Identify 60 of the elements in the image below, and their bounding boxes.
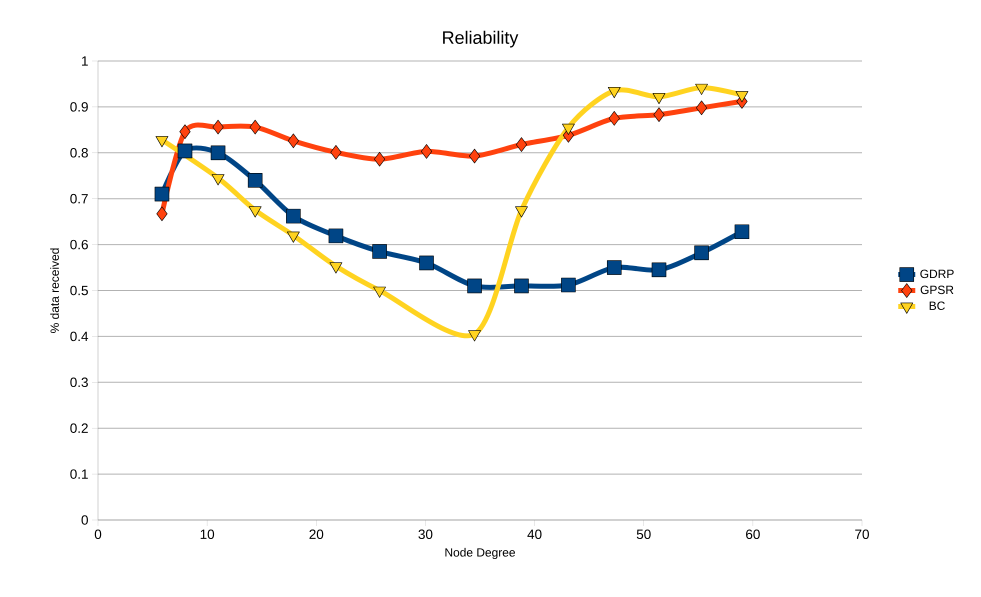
- point: [467, 278, 482, 294]
- point: [330, 145, 342, 160]
- y-tick-label: 0.8: [70, 148, 88, 158]
- point: [178, 144, 192, 158]
- point: [372, 244, 387, 259]
- point: [248, 206, 262, 218]
- point: [210, 145, 226, 160]
- point: [468, 330, 481, 342]
- point: [212, 174, 224, 186]
- legend-label: GPSR: [920, 286, 954, 294]
- point: [248, 173, 262, 188]
- point: [330, 262, 342, 274]
- point: [286, 208, 301, 224]
- y-tick-label: 0.7: [70, 194, 88, 204]
- legend-label: GDRP: [920, 270, 954, 278]
- point: [374, 152, 386, 167]
- point: [514, 278, 529, 294]
- x-tick-label: 50: [636, 530, 651, 540]
- x-tick-label: 10: [200, 530, 214, 540]
- x-tick-label: 0: [94, 530, 102, 540]
- point: [420, 144, 432, 159]
- point: [328, 228, 344, 244]
- point: [287, 232, 300, 243]
- point: [468, 148, 480, 164]
- y-tick-label: 0.9: [70, 102, 88, 112]
- y-tick-label: 0.4: [70, 332, 88, 342]
- y-tick-label: 1: [82, 56, 88, 66]
- x-tick-label: 40: [527, 530, 542, 540]
- y-tick-label: 0.6: [70, 240, 88, 250]
- x-axis-title: Node Degree: [445, 548, 515, 560]
- y-tick-label: 0.5: [70, 286, 88, 296]
- point: [696, 100, 708, 116]
- point: [179, 124, 191, 139]
- point: [419, 256, 434, 270]
- point: [606, 260, 622, 275]
- y-tick-label: 0.1: [70, 469, 88, 479]
- point: [652, 262, 666, 278]
- point: [734, 224, 750, 240]
- x-tick-label: 60: [746, 530, 760, 540]
- point: [250, 120, 261, 134]
- point: [516, 137, 528, 152]
- point: [694, 246, 709, 260]
- x-tick-label: 20: [309, 530, 324, 540]
- point: [156, 206, 168, 222]
- point: [288, 134, 299, 148]
- point: [608, 111, 620, 126]
- point: [373, 286, 386, 298]
- x-tick-label: 70: [855, 530, 869, 540]
- legend-label: BC: [930, 302, 945, 310]
- x-tick-label: 30: [418, 530, 432, 540]
- y-tick-label: 0.2: [70, 423, 88, 433]
- point: [561, 278, 576, 292]
- y-axis-title: % data received: [50, 248, 59, 333]
- y-tick-label: 0.3: [70, 378, 88, 388]
- point: [154, 186, 170, 202]
- point: [515, 206, 528, 218]
- chart-title: Reliability: [443, 30, 518, 48]
- point: [212, 120, 224, 134]
- y-tick-label: 0: [82, 515, 88, 525]
- point: [653, 107, 665, 122]
